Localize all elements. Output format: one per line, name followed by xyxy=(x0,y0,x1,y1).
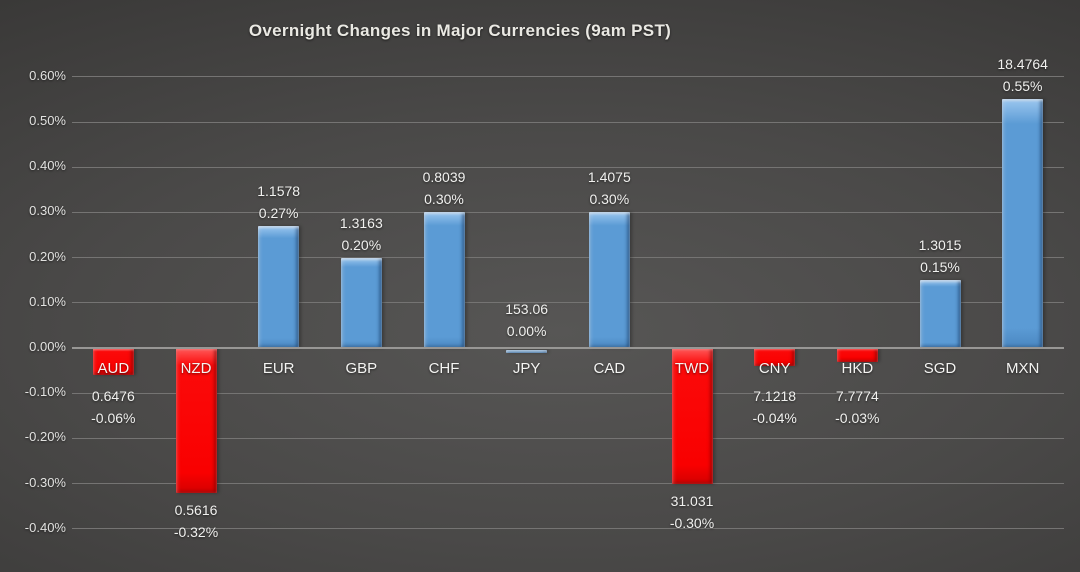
pct-change-EUR: 0.27% xyxy=(258,204,299,221)
pct-change-TWD: -0.30% xyxy=(669,514,715,531)
gridline--0.30% xyxy=(72,483,1064,485)
pct-change-CHF: 0.30% xyxy=(424,191,464,208)
rate-value-SGD: 1.3015 xyxy=(918,237,962,254)
category-label-SGD: SGD xyxy=(923,360,957,377)
rate-value-EUR: 1.1578 xyxy=(257,182,301,199)
bar-EUR xyxy=(258,225,300,348)
bar-SGD xyxy=(919,280,961,348)
bar-MXN xyxy=(1002,99,1044,348)
y-tick-label: -0.20% xyxy=(24,429,66,445)
y-tick-label: 0.10% xyxy=(29,293,66,309)
gridline-0.60% xyxy=(72,76,1064,78)
rate-value-CNY: 7.1218 xyxy=(753,388,797,404)
pct-change-CNY: -0.04% xyxy=(752,410,797,426)
data-label-JPY: 153.06 0.00% xyxy=(472,298,582,342)
bar-HKD xyxy=(836,348,878,362)
data-label-GBP: 1.3163 0.20% xyxy=(306,212,416,256)
data-label-SGD: 1.3015 0.15% xyxy=(885,234,995,278)
zero-axis-line xyxy=(72,347,1064,349)
rate-value-GBP: 1.3163 xyxy=(339,214,383,231)
y-tick-label: 0.60% xyxy=(29,67,66,83)
y-tick-label: -0.10% xyxy=(24,384,66,400)
category-label-TWD: TWD xyxy=(674,360,710,377)
y-tick-label: -0.40% xyxy=(24,519,66,535)
pct-change-HKD: -0.03% xyxy=(835,410,880,426)
data-label-CAD: 1.4075 0.30% xyxy=(554,166,664,210)
gridline-0.50% xyxy=(72,121,1064,123)
pct-change-CAD: 0.30% xyxy=(589,191,630,208)
bar-GBP xyxy=(340,257,382,348)
gridline--0.40% xyxy=(72,528,1064,530)
gridline-0.10% xyxy=(72,302,1064,304)
pct-change-NZD: -0.32% xyxy=(173,523,219,540)
data-label-CNY: 7.1218 -0.04% xyxy=(720,385,830,429)
rate-value-JPY: 153.06 xyxy=(505,301,549,317)
gridline-0.20% xyxy=(72,257,1064,259)
category-label-MXN: MXN xyxy=(1005,360,1040,377)
category-label-JPY: JPY xyxy=(512,360,541,377)
bar-JPY xyxy=(506,350,548,353)
pct-change-SGD: 0.15% xyxy=(920,259,960,276)
y-tick-label: 0.00% xyxy=(29,339,66,354)
rate-value-HKD: 7.7774 xyxy=(835,388,879,404)
rate-value-CAD: 1.4075 xyxy=(587,169,631,186)
rate-value-NZD: 0.5616 xyxy=(174,501,218,518)
pct-change-AUD: -0.06% xyxy=(91,410,136,426)
rate-value-AUD: 0.6476 xyxy=(91,388,135,404)
category-label-CNY: CNY xyxy=(758,360,791,377)
category-label-AUD: AUD xyxy=(97,360,130,377)
category-label-CHF: CHF xyxy=(428,360,460,377)
bar-CHF xyxy=(423,212,465,348)
bar-NZD xyxy=(175,348,217,493)
gridline-0.40% xyxy=(72,166,1064,168)
data-label-EUR: 1.1578 0.27% xyxy=(224,180,334,224)
data-label-NZD: 0.5616 -0.32% xyxy=(141,499,251,543)
bar-CNY xyxy=(754,348,796,367)
bar-AUD xyxy=(92,348,134,376)
category-label-HKD: HKD xyxy=(841,360,874,377)
category-label-EUR: EUR xyxy=(262,360,295,377)
gridline--0.10% xyxy=(72,392,1064,394)
pct-change-MXN: 0.55% xyxy=(1002,78,1043,95)
gridline-0.30% xyxy=(72,211,1064,213)
pct-change-GBP: 0.20% xyxy=(341,236,382,253)
y-tick-label: 0.20% xyxy=(29,248,66,264)
category-label-GBP: GBP xyxy=(345,360,378,377)
gridline--0.20% xyxy=(72,437,1064,439)
data-label-MXN: 18.4764 0.55% xyxy=(968,53,1078,97)
category-label-NZD: NZD xyxy=(180,360,212,377)
y-tick-label: 0.40% xyxy=(29,158,66,174)
pct-change-JPY: 0.00% xyxy=(506,323,547,339)
data-label-CHF: 0.8039 0.30% xyxy=(389,166,499,210)
category-label-CAD: CAD xyxy=(593,360,626,377)
data-label-AUD: 0.6476 -0.06% xyxy=(58,385,168,429)
rate-value-CHF: 0.8039 xyxy=(422,169,466,186)
y-tick-label: 0.50% xyxy=(29,113,66,128)
y-tick-label: -0.30% xyxy=(24,474,66,490)
y-tick-label: 0.30% xyxy=(29,203,66,219)
rate-value-TWD: 31.031 xyxy=(670,492,714,509)
data-label-HKD: 7.7774 -0.03% xyxy=(802,385,912,429)
rate-value-MXN: 18.4764 xyxy=(997,56,1048,73)
chart-title: Overnight Changes in Major Currencies (9… xyxy=(248,21,672,40)
bar-TWD xyxy=(671,348,713,484)
bar-CAD xyxy=(588,212,630,348)
data-label-TWD: 31.031 -0.30% xyxy=(637,490,747,534)
